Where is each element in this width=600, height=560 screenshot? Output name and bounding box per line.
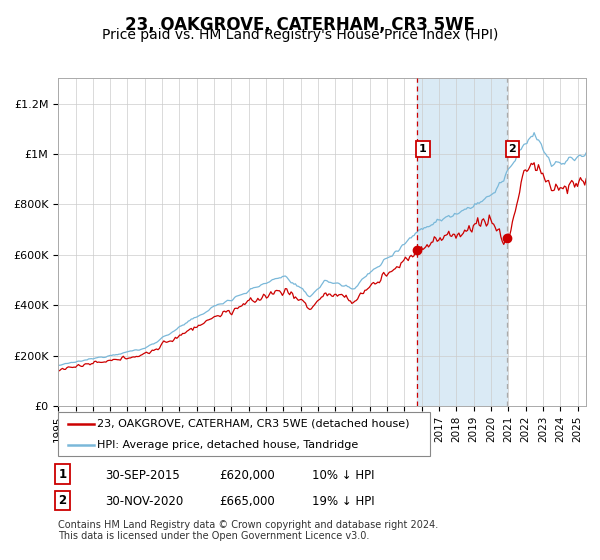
Text: £665,000: £665,000 (219, 495, 275, 508)
Text: Contains HM Land Registry data © Crown copyright and database right 2024.: Contains HM Land Registry data © Crown c… (58, 520, 439, 530)
Text: This data is licensed under the Open Government Licence v3.0.: This data is licensed under the Open Gov… (58, 531, 370, 541)
Text: HPI: Average price, detached house, Tandridge: HPI: Average price, detached house, Tand… (97, 440, 359, 450)
Text: 2: 2 (58, 494, 67, 507)
Text: 30-NOV-2020: 30-NOV-2020 (105, 495, 183, 508)
Text: 1: 1 (58, 468, 67, 480)
Text: 1: 1 (419, 144, 427, 154)
Text: 19% ↓ HPI: 19% ↓ HPI (312, 495, 374, 508)
Text: 23, OAKGROVE, CATERHAM, CR3 5WE: 23, OAKGROVE, CATERHAM, CR3 5WE (125, 16, 475, 34)
Text: £620,000: £620,000 (219, 469, 275, 482)
Text: 23, OAKGROVE, CATERHAM, CR3 5WE (detached house): 23, OAKGROVE, CATERHAM, CR3 5WE (detache… (97, 419, 410, 429)
Text: 2: 2 (509, 144, 517, 154)
Bar (418, 78, 507, 406)
Text: 30-SEP-2015: 30-SEP-2015 (105, 469, 180, 482)
Text: Price paid vs. HM Land Registry's House Price Index (HPI): Price paid vs. HM Land Registry's House … (102, 28, 498, 42)
Text: 10% ↓ HPI: 10% ↓ HPI (312, 469, 374, 482)
FancyBboxPatch shape (58, 412, 430, 456)
